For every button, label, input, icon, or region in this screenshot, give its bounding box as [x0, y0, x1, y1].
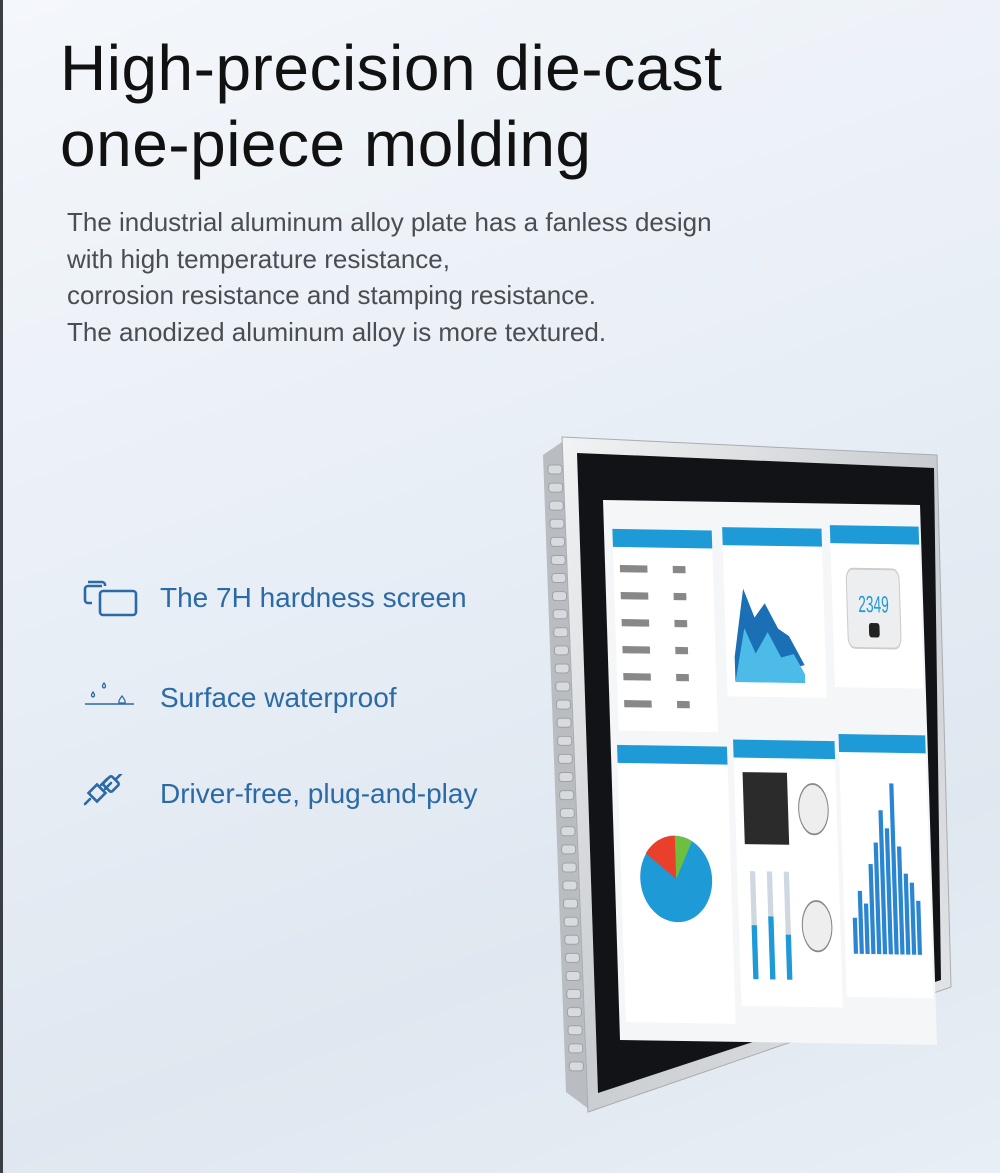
- description-line: The anodized aluminum alloy is more text…: [67, 316, 607, 347]
- cooling-fin: [568, 1061, 584, 1072]
- cooling-fin: [554, 663, 570, 674]
- cooling-fin: [566, 989, 582, 1000]
- cooling-fin: [553, 645, 569, 656]
- description: The industrial aluminum alloy plate has …: [67, 204, 712, 350]
- feature-label: Surface waterproof: [160, 682, 397, 713]
- table-row-placeholder: [676, 673, 689, 682]
- description-line: with high temperature resistance,: [67, 243, 450, 274]
- cooling-fin: [561, 862, 577, 873]
- screen-bar: [916, 900, 923, 955]
- cooling-fin: [549, 518, 565, 529]
- table-row-placeholder: [673, 592, 687, 601]
- cooling-fin: [561, 844, 577, 855]
- screen-bar: [852, 917, 859, 954]
- screen-bar: [889, 783, 899, 955]
- cooling-fin: [567, 1025, 583, 1036]
- feature-label: The 7H hardness screen: [160, 582, 467, 613]
- cooling-fin: [565, 970, 581, 981]
- cooling-fin: [552, 591, 568, 602]
- screen-bar: [863, 903, 870, 954]
- counter-panel: 2349: [829, 525, 924, 689]
- cooling-fin: [564, 934, 580, 945]
- pie-chart-panel: [617, 744, 736, 1024]
- cooling-fin: [548, 482, 564, 493]
- cooling-fin: [558, 772, 574, 782]
- counter-value: 2349: [858, 592, 889, 618]
- title-line-2: one-piece molding: [60, 108, 592, 180]
- table-row-placeholder: [676, 700, 690, 709]
- cooling-fins: [547, 464, 584, 1072]
- feature-label: Driver-free, plug-and-play: [160, 778, 478, 809]
- description-line: The industrial aluminum alloy plate has …: [67, 207, 712, 237]
- table-row-placeholder: [621, 619, 650, 627]
- screen-bar: [873, 842, 882, 955]
- cooling-fin: [563, 916, 579, 927]
- feature-plug-and-play: Driver-free, plug-and-play: [82, 774, 477, 814]
- cooling-fin: [552, 609, 568, 620]
- screen-bar: [896, 846, 905, 955]
- cooling-fin: [553, 627, 569, 638]
- gauges-panel: [733, 739, 843, 1008]
- screen-bar: [909, 882, 917, 955]
- area-chart-panel: [722, 527, 827, 698]
- cooling-fin: [566, 1007, 582, 1018]
- cooling-fin: [556, 717, 572, 728]
- table-row-placeholder: [619, 565, 648, 573]
- table-row-placeholder: [622, 646, 651, 654]
- cooling-fin: [555, 699, 571, 710]
- dual-screen-icon: [83, 580, 138, 617]
- feature-hardness: The 7H hardness screen: [82, 578, 467, 618]
- table-row-placeholder: [624, 700, 652, 708]
- cooling-fin: [568, 1043, 584, 1054]
- table-row-placeholder: [675, 646, 689, 655]
- cooling-fin: [560, 826, 576, 837]
- table-row-placeholder: [674, 619, 688, 628]
- cooling-fin: [562, 880, 578, 891]
- cooling-fin: [555, 681, 571, 692]
- screen-bar: [868, 864, 876, 955]
- water-drops-icon: [85, 681, 134, 705]
- left-edge-bar: [0, 0, 3, 1173]
- cooling-fin: [551, 573, 567, 584]
- bar-chart-panel: [838, 734, 934, 999]
- plug-icon: [83, 774, 123, 806]
- monitor-display: 2349: [603, 500, 938, 1046]
- cooling-fin: [548, 500, 564, 511]
- table-row-placeholder: [672, 565, 686, 574]
- cooling-fin: [559, 808, 575, 819]
- cooling-fin: [563, 898, 579, 909]
- description-line: corrosion resistance and stamping resist…: [67, 280, 596, 310]
- title-line-1: High-precision die-cast: [60, 32, 723, 104]
- table-row-placeholder: [620, 592, 649, 600]
- screen-bar: [857, 890, 864, 954]
- screen-bar: [903, 873, 911, 955]
- cooling-fin: [564, 952, 580, 963]
- cooling-fin: [559, 790, 575, 801]
- cooling-fin: [550, 554, 566, 565]
- table-panel: [612, 528, 719, 733]
- cooling-fin: [550, 536, 566, 547]
- screen-bar: [878, 810, 888, 955]
- cooling-fin: [547, 464, 563, 475]
- cooling-fin: [557, 735, 573, 746]
- table-row-placeholder: [623, 673, 651, 681]
- feature-waterproof: Surface waterproof: [82, 678, 397, 718]
- cooling-fin: [557, 753, 573, 764]
- page-title: High-precision die-cast one-piece moldin…: [60, 30, 722, 182]
- screen-bar: [884, 828, 893, 955]
